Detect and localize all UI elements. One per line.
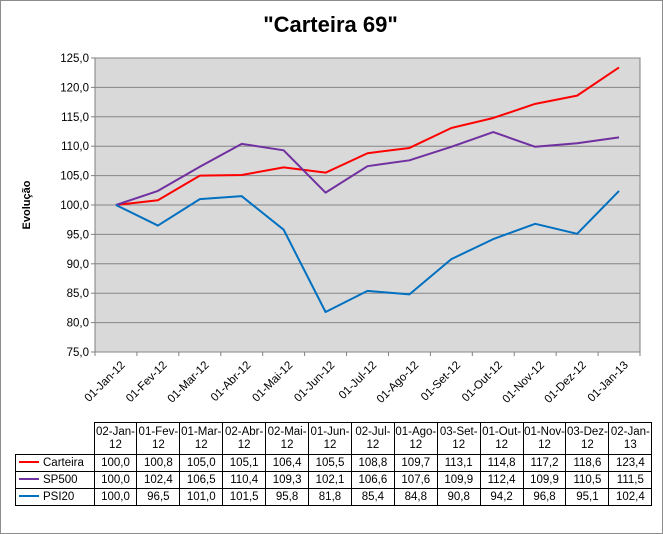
table-cell: 109,9 [522,471,567,489]
y-tick-label: 125,0 [60,53,89,65]
table-row: PSI20 100,0 96,5 101,0 101,5 95,8 81,8 85,4 84,8… [15,488,653,506]
table-cell: 109,9 [436,471,481,489]
y-tick-label: 95,0 [67,229,89,241]
y-tick-label: 80,0 [67,318,89,330]
table-cell: 100,0 [93,488,138,506]
series-line-carteira [115,66,620,206]
table-cell: 101,0 [179,488,224,506]
table-cell: 100,0 [93,471,138,489]
legend-key [19,478,39,481]
gridlines [95,57,640,353]
table-row: SP500 100,0 102,4 106,5 110,4 109,3 102,1 106,6… [15,471,653,489]
table-cell: 107,6 [393,471,438,489]
table-cell: 95,8 [265,488,310,506]
table-cell: 112,4 [479,471,524,489]
x-axis-ticks: 01-Jan-1201-Fev-1201-Mar-1201-Abr-1201-M… [83,352,641,406]
table-header-cell: 01-Nov- 12 [522,422,567,455]
table-cell: 102,4 [608,488,653,506]
table-header-cell: 01-Jun- 12 [308,422,352,455]
table-cell: 114,8 [479,454,524,472]
table-cell: 105,1 [222,454,267,472]
table-header-cell: 02-Jan- 13 [608,422,653,455]
legend-entry-psi20: PSI20 [15,488,95,506]
table-cell: 102,1 [308,471,352,489]
table-cell: 106,4 [265,454,310,472]
table-header-cell: 01-Fev- 12 [136,422,181,455]
y-tick-label: 100,0 [60,200,89,212]
x-tick-label: 01-Jan-12 [83,359,128,404]
y-tick-label: 85,0 [67,288,89,300]
y-tick-label: 110,0 [61,141,89,153]
x-tick-label: 01-Ago-12 [375,359,421,405]
table-row: Carteira 100,0 100,8 105,0 105,1 106,4 105,5 10… [15,454,653,472]
y-tick-label: 120,0 [60,82,89,94]
x-tick-label: 01-Mar-12 [166,359,212,405]
table-cell: 84,8 [393,488,438,506]
table-cell: 110,5 [565,471,610,489]
table-cell: 90,8 [436,488,481,506]
series-lines [115,66,620,314]
x-tick-label: 01-Set-12 [419,359,463,403]
y-tick-label: 75,0 [67,347,89,359]
legend-key [19,461,39,464]
table-header-cell: 02-Jul- 12 [350,422,395,455]
table-header-cell: 02-Mai- 12 [265,422,310,455]
y-axis-label: Evolução [21,180,33,229]
y-tick-label: 105,0 [60,171,89,183]
table-cell: 95,1 [565,488,610,506]
table-cell: 102,4 [136,471,181,489]
legend-entry-carteira: Carteira [15,454,95,472]
table-cell: 106,6 [350,471,395,489]
table-cell: 117,2 [522,454,567,472]
legend-entry-sp500: SP500 [15,471,95,489]
table-header-cell: 02-Jan- 12 [93,422,138,455]
x-tick-label: 01-Fev-12 [124,359,170,405]
x-tick-label: 01-Jul-12 [337,359,379,401]
series-line-sp500 [115,131,620,206]
y-tick-label: 90,0 [67,259,89,271]
table-cell: 111,5 [608,471,653,489]
table-cell: 118,6 [565,454,610,472]
table-cell: 105,5 [308,454,352,472]
x-tick-label: 01-Jun-12 [292,359,337,404]
table-cell: 113,1 [436,454,481,472]
table-cell: 105,0 [179,454,224,472]
table-cell: 123,4 [608,454,653,472]
chart-title: "Carteira 69" [263,12,398,37]
x-tick-label: 01-Abr-12 [209,359,254,404]
table-header-cell: 02-Abr- 12 [222,422,267,455]
table-cell: 109,7 [393,454,438,472]
table-cell: 85,4 [350,488,395,506]
table-cell: 108,8 [350,454,395,472]
table-cell: 96,5 [136,488,181,506]
table-cell: 101,5 [222,488,267,506]
x-tick-label: 01-Nov-12 [501,359,547,405]
table-header-row: 02-Jan- 12 01-Fev- 12 01-Mar- 12 02-Abr- 12 02-M… [16,422,653,455]
legend-key [19,495,39,498]
data-table: 02-Jan- 12 01-Fev- 12 01-Mar- 12 02-Abr- 12 02-M… [15,422,653,506]
table-header-cell: 03-Set- 12 [436,422,481,455]
table-cell: 106,5 [179,471,224,489]
table-cell: 100,0 [93,454,138,472]
x-tick-label: 01-Mai-12 [250,359,295,404]
x-tick-label: 01-Out-12 [460,359,505,404]
table-cell: 110,4 [222,471,267,489]
x-tick-label: 01-Dez-12 [542,359,588,405]
table-cell: 109,3 [265,471,310,489]
table-header-cell: 01-Ago- 12 [393,422,438,455]
table-header-cell: 03-Dez- 12 [565,422,610,455]
table-cell: 94,2 [479,488,524,506]
x-tick-label: 01-Jan-13 [586,359,631,404]
table-corner [16,423,95,455]
table-cell: 100,8 [136,454,181,472]
table-cell: 96,8 [522,488,567,506]
table-header-cell: 01-Out- 12 [479,422,524,455]
y-axis-ticks: 75,0 80,0 85,0 90,0 95,0 100,0 105,0 110,0 115,0… [60,53,95,359]
table-header-cell: 01-Mar- 12 [179,422,224,455]
series-line-psi20 [115,190,620,314]
y-tick-label: 115,0 [61,112,89,124]
table-cell: 81,8 [308,488,352,506]
